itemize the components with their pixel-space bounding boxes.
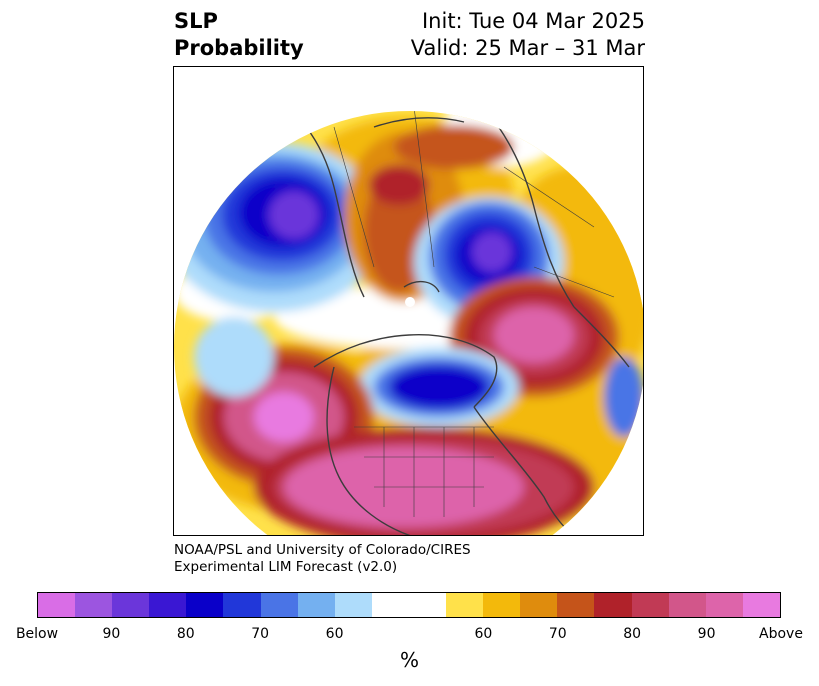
map-panel	[173, 66, 644, 536]
colorbar-swatch	[668, 593, 706, 617]
colorbar-swatch	[705, 593, 743, 617]
colorbar-tick-label: Above	[759, 626, 803, 642]
colorbar-tick-label: 90	[102, 626, 121, 642]
colorbar-swatch	[742, 593, 780, 617]
colorbar-swatch	[38, 593, 76, 617]
colorbar-swatch	[594, 593, 632, 617]
colorbar-tick-label: 80	[176, 626, 195, 642]
colorbar-swatch	[371, 593, 409, 617]
colorbar-swatch	[483, 593, 521, 617]
colorbar-swatch	[557, 593, 595, 617]
colorbar-swatch	[260, 593, 298, 617]
colorbar-tick-label: 80	[623, 626, 642, 642]
colorbar-swatch	[408, 593, 447, 617]
colorbar-swatch	[223, 593, 261, 617]
political-boundaries	[333, 111, 615, 517]
colorbar-ticks: Below 90 80 70 60 60 70 80 90 Above	[16, 626, 803, 646]
product-label: Probability	[174, 36, 304, 60]
colorbar-swatch	[631, 593, 669, 617]
variable-label: SLP	[174, 9, 218, 33]
init-date: Init: Tue 04 Mar 2025	[421, 9, 645, 33]
colorbar-swatch	[149, 593, 187, 617]
colorbar-swatch	[297, 593, 335, 617]
colorbar-tick-label: Below	[15, 626, 59, 642]
colorbar-tick-label: 70	[251, 626, 270, 642]
colorbar-tick-label: 60	[474, 626, 493, 642]
colorbar-swatch	[112, 593, 150, 617]
map-title: SLP Probability	[174, 8, 304, 62]
colorbar-swatch	[446, 593, 484, 617]
colorbar-unit: %	[399, 648, 419, 672]
colorbar-tick-label: 70	[548, 626, 567, 642]
probability-field	[174, 111, 643, 535]
colorbar-swatch	[186, 593, 224, 617]
credit-text: NOAA/PSL and University of Colorado/CIRE…	[174, 542, 471, 576]
colorbar-tick-label: 90	[697, 626, 716, 642]
pole-marker	[405, 297, 415, 307]
credit-line-1: NOAA/PSL and University of Colorado/CIRE…	[174, 542, 471, 558]
forecast-dates: Init: Tue 04 Mar 2025 Valid: 25 Mar – 31…	[411, 8, 645, 62]
colorbar-swatch	[75, 593, 113, 617]
valid-date: Valid: 25 Mar – 31 Mar	[410, 36, 645, 60]
colorbar-swatch	[334, 593, 372, 617]
credit-line-2: Experimental LIM Forecast (v2.0)	[174, 559, 398, 575]
colorbar-swatch	[520, 593, 558, 617]
colorbar	[37, 592, 781, 618]
colorbar-tick-label: 60	[325, 626, 344, 642]
probability-map	[174, 111, 643, 535]
